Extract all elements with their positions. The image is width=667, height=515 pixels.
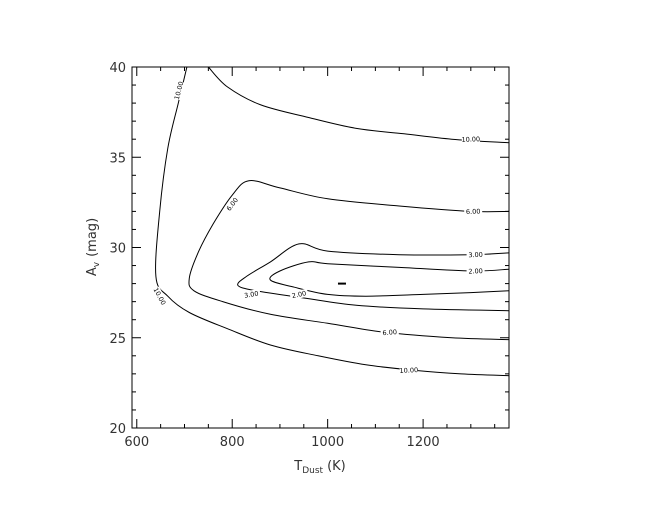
x-axis-title-unit: (K) bbox=[327, 459, 346, 474]
contour-line-10.00 bbox=[155, 66, 510, 377]
y-tick-label: 30 bbox=[109, 242, 126, 257]
y-axis-title: Av (mag) bbox=[85, 218, 102, 276]
contour-label-group: 10.00 bbox=[152, 286, 168, 306]
contour-label-bg bbox=[466, 250, 485, 260]
axis-ticks bbox=[132, 66, 509, 429]
y-axis-title-sub: v bbox=[92, 261, 102, 267]
y-tick-label: 35 bbox=[109, 151, 126, 166]
contour-label-bg bbox=[399, 365, 418, 375]
contour-line-10.00 bbox=[208, 66, 510, 144]
contour-label: 10.00 bbox=[461, 135, 480, 144]
contour-label: 10.00 bbox=[173, 81, 186, 101]
y-tick-label: 40 bbox=[109, 61, 126, 76]
contour-label-group: 6.00 bbox=[464, 207, 483, 216]
contour-line-2.00 bbox=[269, 261, 510, 297]
contour-label-group: 3.00 bbox=[241, 288, 261, 300]
tick-labels: 600 800 1000 1200 20 25 30 35 40 bbox=[109, 61, 439, 450]
contour-label: 2.00 bbox=[468, 267, 483, 276]
contour-label-bg bbox=[380, 327, 399, 337]
x-axis-title-main: T bbox=[293, 459, 302, 474]
plot-frame bbox=[131, 66, 510, 429]
contour-label: 10.00 bbox=[399, 366, 418, 375]
contour-label-bg bbox=[466, 266, 485, 276]
y-tick-label: 25 bbox=[109, 332, 126, 347]
x-tick-label: 600 bbox=[124, 435, 149, 450]
contour-label: 6.00 bbox=[466, 207, 481, 216]
contour-label: 6.00 bbox=[382, 328, 397, 337]
contour-label-group: 2.00 bbox=[466, 266, 485, 276]
contour-label: 2.00 bbox=[291, 289, 307, 300]
contour-line-6.00 bbox=[188, 180, 510, 341]
contour-label-bg bbox=[151, 286, 168, 307]
contour-label-bg bbox=[464, 207, 483, 216]
contour-labels: 10.0010.0010.0010.006.006.006.003.003.00… bbox=[152, 80, 485, 375]
contour-label: 3.00 bbox=[468, 251, 483, 260]
contour-label-bg bbox=[223, 194, 241, 214]
contour-label-group: 2.00 bbox=[289, 288, 309, 301]
contour-label-bg bbox=[289, 288, 309, 301]
y-axis-title-unit: (mag) bbox=[85, 218, 100, 257]
contour-lines bbox=[155, 66, 510, 377]
contour-label-group: 10.00 bbox=[461, 134, 480, 144]
y-tick-label: 20 bbox=[109, 422, 126, 437]
y-axis-title-main: A bbox=[85, 267, 100, 276]
contour-label-bg bbox=[241, 288, 261, 300]
contour-label-group: 10.00 bbox=[399, 365, 418, 375]
contour-line-3.00 bbox=[237, 243, 510, 312]
contour-label-group: 3.00 bbox=[466, 250, 485, 260]
x-tick-label: 800 bbox=[220, 435, 245, 450]
x-axis-title-sub: Dust bbox=[302, 466, 323, 476]
contour-label-group: 10.00 bbox=[172, 80, 186, 101]
contour-label-bg bbox=[172, 80, 185, 101]
x-tick-label: 1200 bbox=[407, 435, 440, 450]
contour-label-bg bbox=[461, 134, 480, 144]
x-axis-title: TDust (K) bbox=[293, 459, 345, 476]
contour-label: 10.00 bbox=[152, 286, 168, 306]
x-tick-label: 1000 bbox=[311, 435, 344, 450]
contour-label-group: 6.00 bbox=[380, 327, 399, 337]
contour-label: 3.00 bbox=[244, 289, 260, 299]
